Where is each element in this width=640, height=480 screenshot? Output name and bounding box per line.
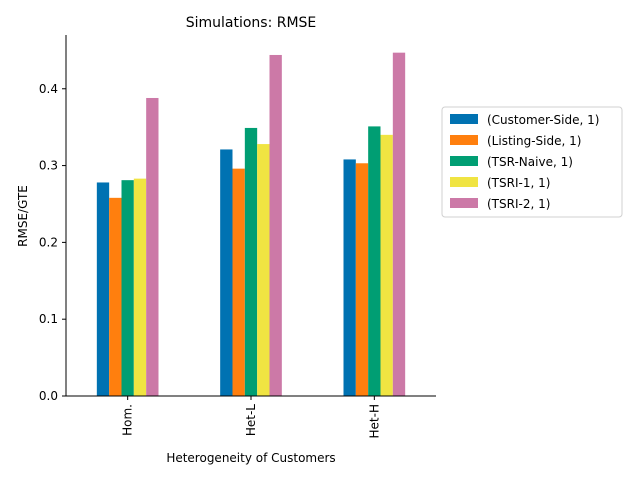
legend: (Customer-Side, 1) (Listing-Side, 1) (TSR-… (441, 106, 623, 218)
y-tick-label: 0.4 (39, 82, 58, 96)
bar (355, 163, 369, 396)
bar (121, 180, 134, 396)
legend-swatch (450, 156, 478, 166)
x-tick-label: Het-H (367, 404, 381, 438)
legend-swatch (450, 114, 478, 124)
bar (392, 52, 406, 397)
y-tick-label: 0.3 (39, 159, 58, 173)
legend-swatch (450, 135, 478, 145)
bar (269, 54, 282, 396)
y-tick-label: 0.2 (39, 235, 58, 249)
bar (146, 97, 159, 397)
bar (343, 159, 356, 396)
bar (133, 178, 147, 396)
y-axis-label: RMSE/GTE (16, 185, 30, 247)
bar (244, 127, 258, 397)
legend-label: (Listing-Side, 1) (487, 134, 581, 148)
x-ticks-group: Hom. Het-L Het-H (121, 396, 381, 438)
bar (232, 168, 245, 396)
y-tick-label: 0.1 (39, 312, 58, 326)
legend-swatch (450, 198, 478, 208)
y-ticks-group: 0.0 0.1 0.2 0.3 0.4 (39, 82, 66, 403)
legend-frame (441, 106, 623, 218)
x-tick-label: Het-L (244, 404, 258, 436)
legend-label: (TSRI-2, 1) (487, 197, 550, 211)
bars-group (96, 52, 406, 397)
x-tick-label: Hom. (121, 404, 135, 436)
bar (96, 182, 110, 396)
chart-title: Simulations: RMSE (186, 15, 317, 31)
bar (380, 134, 393, 396)
legend-label: (TSRI-1, 1) (487, 176, 550, 190)
bar (220, 149, 233, 396)
bar (109, 197, 122, 396)
legend-label: (TSR-Naive, 1) (487, 155, 573, 169)
legend-swatch (450, 177, 478, 187)
legend-items: (Customer-Side, 1) (Listing-Side, 1) (TSR-… (450, 113, 599, 211)
legend-label: (Customer-Side, 1) (487, 113, 599, 127)
x-axis-label: Heterogeneity of Customers (166, 451, 335, 465)
bar (368, 126, 381, 396)
y-tick-label: 0.0 (39, 389, 58, 403)
bar (257, 144, 270, 396)
